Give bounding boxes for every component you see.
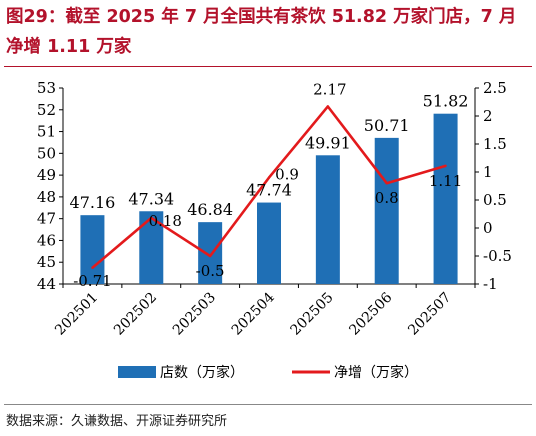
left-tick-label: 49 [37,166,56,184]
line-point [326,105,330,108]
legend-bar-label: 店数（万家） [160,364,244,381]
bar-value-label: 50.71 [364,116,410,135]
left-tick-label: 48 [37,188,56,206]
right-tick-label: 1.5 [483,135,507,153]
line-value-label: 0.9 [275,166,299,184]
x-tick-label: 202504 [229,289,278,338]
chart-title: 图29：截至 2025 年 7 月全国共有茶饮 51.82 万家门店，7 月净增… [6,7,517,57]
bar-value-label: 47.16 [70,193,116,212]
x-tick-label: 202502 [111,290,160,339]
line-point [444,164,447,168]
x-tick-label: 202507 [405,290,454,339]
source-divider [4,404,532,405]
chart-canvas: 44 45 46 47 48 49 50 51 52 53 -1 -0.5 0 0.5 1 1.5 2 2.5 20… [37,79,512,381]
line-value-label: 0.18 [149,212,182,230]
line-point [208,254,212,258]
line-value-label: -0.5 [196,262,225,280]
left-tick-label: 52 [37,101,56,119]
line-value-label: -0.71 [73,272,111,290]
chart-legend: 店数（万家） 净增（万家） [118,364,418,381]
bar [315,155,340,284]
line-value-label: 2.17 [313,80,346,98]
bar [80,215,105,284]
line-point [91,266,94,269]
x-tick-label: 202501 [52,290,101,339]
source-note: 数据来源：久谦数据、开源证券研究所 [6,414,228,429]
line-series [91,105,447,269]
left-tick-label: 50 [37,144,56,162]
left-tick-label: 47 [37,210,56,228]
left-tick-label: 53 [37,79,56,97]
right-tick-label: 0.5 [483,191,507,209]
bar [374,137,399,284]
legend-bar-swatch [118,366,156,378]
right-tick-label: 2.5 [483,79,507,97]
bar-value-label: 46.84 [187,200,233,219]
bar-value-label: 47.74 [246,181,292,200]
bar [257,202,281,284]
line-point [150,216,153,220]
left-tick-label: 51 [37,123,56,141]
bar [433,113,458,284]
data-labels: 47.16 47.34 46.84 47.74 49.91 50.71 51.82 -0.71… [70,80,469,289]
legend-line-label: 净增（万家） [334,364,418,381]
x-tick-label: 202503 [170,290,219,339]
line-value-label: 0.8 [375,189,399,207]
right-tick-label: 0 [483,219,493,237]
bar-series [80,113,458,284]
bar-value-label: 49.91 [305,133,351,152]
line-value-label: 1.11 [429,172,462,190]
line-point [385,182,388,185]
right-tick-label: -1 [483,275,498,293]
line-point [267,176,271,179]
right-tick-label: 1 [483,163,493,181]
left-tick-label: 46 [37,231,56,249]
title-divider [4,66,532,67]
bar-value-label: 51.82 [423,92,469,111]
x-tick-label: 202506 [346,289,395,338]
x-tick-label: 202505 [288,290,337,339]
bar [198,222,223,284]
left-tick-label: 44 [37,275,56,293]
right-tick-label: 2 [483,107,493,125]
bar-value-label: 47.34 [128,189,174,208]
left-tick-label: 45 [37,253,56,271]
right-tick-label: -0.5 [483,247,512,265]
